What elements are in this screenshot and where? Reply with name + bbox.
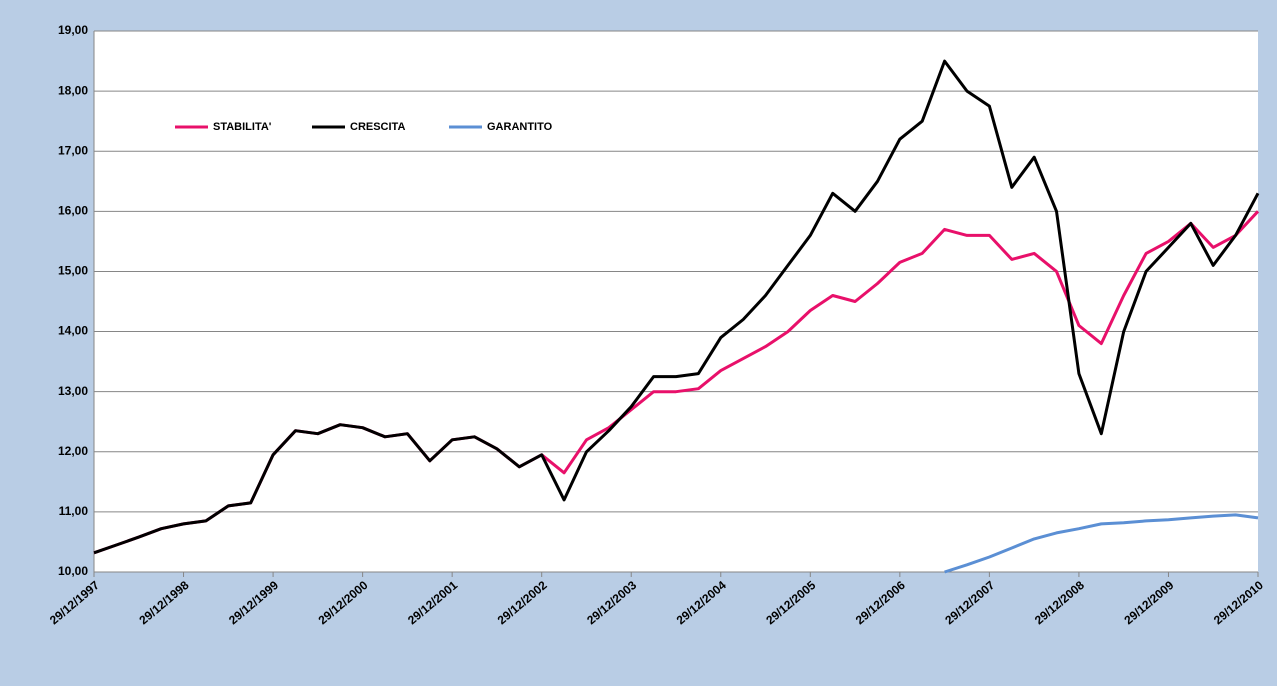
x-tick-label: 29/12/1997 [47, 578, 102, 628]
y-tick-label: 16,00 [58, 204, 88, 218]
x-tick-label: 29/12/1999 [226, 578, 281, 628]
series-line [93, 59, 1260, 555]
legend-label: GARANTITO [487, 121, 553, 133]
y-tick-label: 13,00 [58, 384, 88, 398]
x-tick-label: 29/12/2008 [1032, 578, 1087, 628]
y-tick-label: 15,00 [58, 264, 88, 278]
x-tick-label: 29/12/2001 [405, 578, 460, 628]
y-tick-label: 18,00 [58, 83, 88, 97]
x-tick-label: 29/12/2007 [942, 578, 997, 628]
plot-area [94, 31, 1258, 572]
x-tick-label: 29/12/2009 [1121, 578, 1176, 628]
y-tick-label: 17,00 [58, 143, 88, 157]
x-tick-label: 29/12/2000 [316, 578, 371, 628]
x-tick-label: 29/12/2004 [674, 578, 729, 628]
legend-label: CRESCITA [350, 121, 405, 133]
x-tick-label: 29/12/2010 [1211, 578, 1266, 628]
x-tick-label: 29/12/2005 [763, 578, 818, 628]
y-tick-label: 10,00 [58, 564, 88, 578]
x-tick-label: 29/12/2006 [853, 578, 908, 628]
y-tick-label: 12,00 [58, 444, 88, 458]
x-tick-label: 29/12/2002 [495, 578, 550, 628]
legend-label: STABILITA' [213, 121, 272, 133]
y-tick-label: 11,00 [59, 504, 89, 518]
series-line [944, 513, 1259, 574]
y-tick-label: 19,00 [58, 23, 88, 37]
x-tick-label: 29/12/1998 [136, 578, 191, 628]
y-tick-label: 14,00 [58, 324, 88, 338]
x-tick-label: 29/12/2003 [584, 578, 639, 628]
